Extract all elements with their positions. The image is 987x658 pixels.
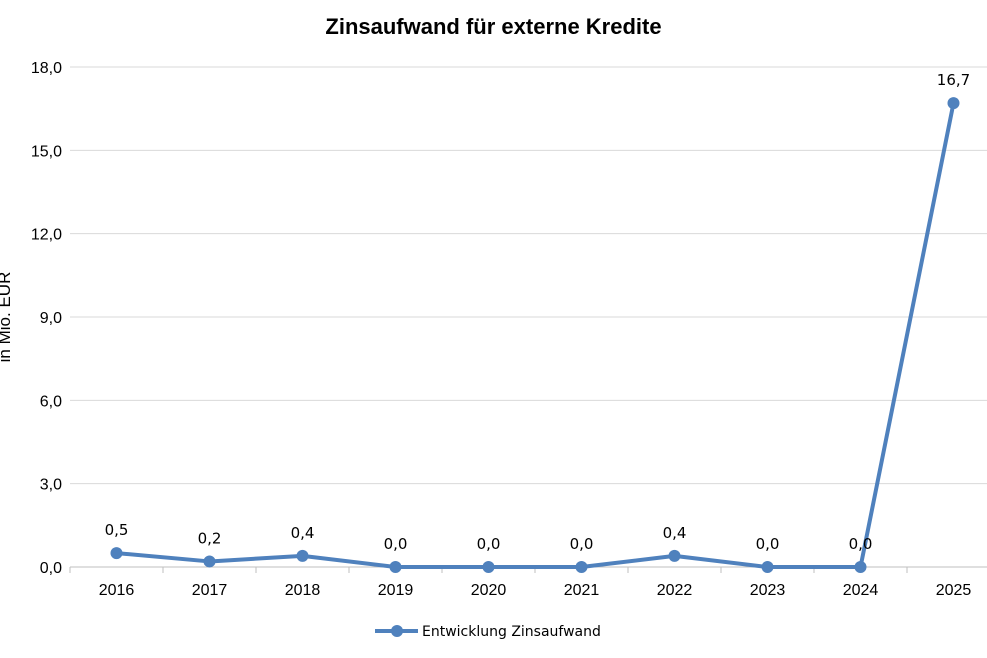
data-label: 0,4 <box>663 524 687 542</box>
x-tick-label: 2018 <box>285 582 321 599</box>
y-tick-label: 6,0 <box>40 393 62 410</box>
data-point[interactable] <box>761 561 774 573</box>
x-tick-label: 2022 <box>657 582 693 599</box>
data-labels: 0,5 0,2 0,4 0,0 0,0 0,0 0,4 0,0 0,0 16,7 <box>105 71 971 553</box>
legend-marker <box>391 625 403 637</box>
data-label: 0,0 <box>756 535 780 553</box>
x-tick-label: 2016 <box>99 582 135 599</box>
series-line <box>116 102 956 569</box>
y-axis: 0,0 3,0 6,0 9,0 12,0 15,0 18,0 <box>31 60 62 577</box>
data-point[interactable] <box>854 561 867 573</box>
y-axis-label: in Mio. EUR <box>0 272 14 363</box>
data-label: 0,0 <box>570 535 594 553</box>
x-tick-label: 2021 <box>564 582 600 599</box>
y-tick-label: 15,0 <box>31 143 62 160</box>
data-label: 0,4 <box>291 524 315 542</box>
x-tick-label: 2024 <box>843 582 879 599</box>
legend[interactable]: Entwicklung Zinsaufwand <box>375 624 601 640</box>
y-tick-label: 9,0 <box>40 310 62 327</box>
data-label: 16,7 <box>937 71 970 89</box>
x-tick-label: 2023 <box>750 582 786 599</box>
y-tick-label: 18,0 <box>31 60 62 77</box>
data-point[interactable] <box>203 555 216 568</box>
data-label: 0,2 <box>198 529 222 547</box>
data-point[interactable] <box>482 561 495 573</box>
data-point[interactable] <box>389 561 402 573</box>
data-label: 0,0 <box>384 535 408 553</box>
y-tick-label: 12,0 <box>31 227 62 244</box>
chart-title: Zinsaufwand für externe Kredite <box>325 14 662 39</box>
x-axis: 2016 2017 2018 2019 2020 2021 2022 2023 2024 2025 <box>69 566 987 599</box>
data-label: 0,0 <box>849 535 873 553</box>
data-point[interactable] <box>668 549 681 562</box>
data-point[interactable] <box>296 549 309 562</box>
y-tick-label: 3,0 <box>40 477 62 494</box>
data-label: 0,0 <box>477 535 501 553</box>
data-label: 0,5 <box>105 521 129 539</box>
x-tick-label: 2020 <box>471 582 507 599</box>
x-tick-label: 2017 <box>192 582 228 599</box>
gridlines <box>70 66 987 568</box>
data-point[interactable] <box>110 547 123 560</box>
data-point[interactable] <box>947 97 960 110</box>
legend-label: Entwicklung Zinsaufwand <box>422 624 601 640</box>
data-point[interactable] <box>575 561 588 573</box>
x-tick-label: 2019 <box>378 582 414 599</box>
y-tick-label: 0,0 <box>40 560 62 577</box>
series-group <box>110 97 960 573</box>
x-tick-label: 2025 <box>936 582 972 599</box>
